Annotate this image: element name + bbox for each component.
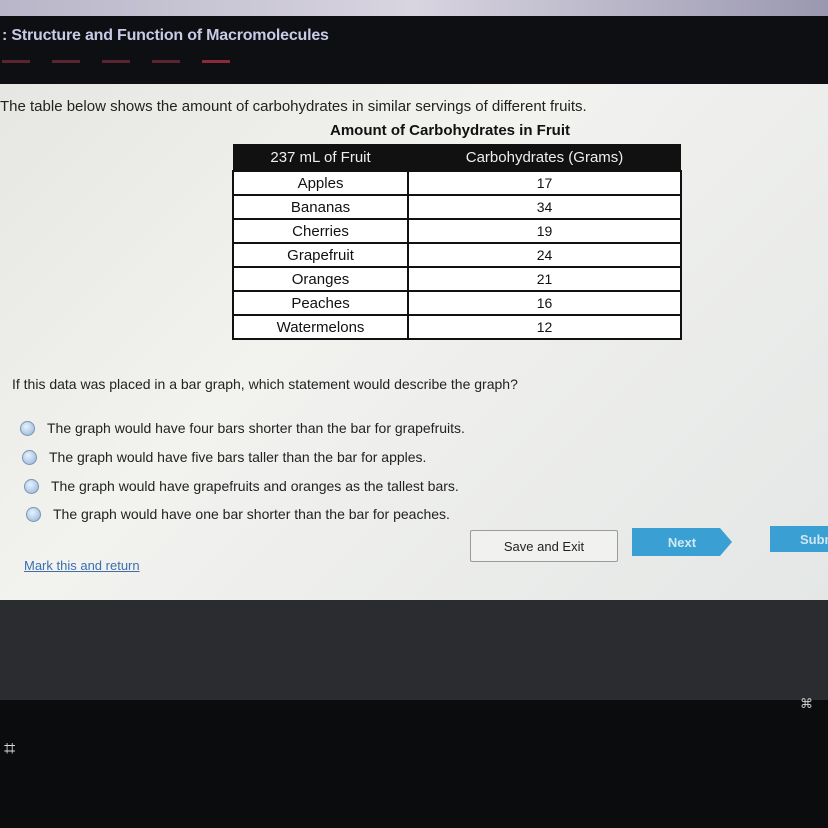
fruit-cell: Cherries	[231, 218, 410, 244]
fruit-cell: Oranges	[231, 266, 410, 292]
table-title: Amount of Carbohydrates in Fruit	[330, 122, 570, 139]
taskbar: ⌗	[0, 700, 828, 828]
option-label: The graph would have grapefruits and ora…	[51, 478, 459, 494]
answer-option-3[interactable]: The graph would have grapefruits and ora…	[24, 478, 459, 494]
carbohydrate-cell: 24	[407, 242, 682, 268]
option-label: The graph would have four bars shorter t…	[47, 420, 465, 436]
table-row: Watermelons 12	[231, 314, 682, 340]
question-panel: The table below shows the amount of carb…	[0, 84, 828, 600]
radio-button[interactable]	[24, 478, 39, 494]
save-and-exit-button[interactable]: Save and Exit	[470, 530, 618, 562]
radio-button[interactable]	[22, 449, 37, 465]
lesson-header: : Structure and Function of Macromolecul…	[0, 16, 828, 84]
taskbar-app-icon[interactable]: ⌗	[4, 738, 16, 760]
next-button[interactable]: Next	[632, 528, 732, 556]
lesson-title: : Structure and Function of Macromolecul…	[2, 27, 329, 44]
table-row: Apples 17	[231, 170, 682, 196]
fruit-cell: Apples	[231, 170, 410, 196]
screen-top-strip	[0, 0, 828, 16]
progress-dashes	[2, 60, 230, 63]
submit-button[interactable]: Subm	[770, 526, 828, 552]
question-prompt: If this data was placed in a bar graph, …	[12, 376, 518, 392]
carbohydrate-cell: 16	[407, 290, 682, 316]
carbohydrate-cell: 19	[407, 218, 682, 244]
table-row: Cherries 19	[231, 218, 682, 244]
fruit-cell: Bananas	[231, 194, 410, 220]
table-row: Oranges 21	[231, 266, 682, 292]
question-intro: The table below shows the amount of carb…	[0, 98, 587, 115]
table-row: Grapefruit 24	[231, 242, 682, 268]
carbohydrate-cell: 34	[407, 194, 682, 220]
table-row: Peaches 16	[231, 290, 682, 316]
column-header: 237 mL of Fruit	[233, 144, 409, 171]
carbohydrate-cell: 21	[407, 266, 682, 292]
table-row: Bananas 34	[231, 194, 682, 220]
answer-option-4[interactable]: The graph would have one bar shorter tha…	[26, 506, 450, 522]
mark-and-return-link[interactable]: Mark this and return	[24, 558, 140, 573]
answer-option-1[interactable]: The graph would have four bars shorter t…	[20, 420, 465, 436]
column-header: Carbohydrates (Grams)	[408, 144, 681, 171]
option-label: The graph would have one bar shorter tha…	[53, 506, 450, 522]
fruit-cell: Grapefruit	[231, 242, 410, 268]
radio-button[interactable]	[26, 506, 41, 522]
fruit-cell: Watermelons	[231, 314, 410, 340]
radio-button[interactable]	[20, 420, 35, 436]
fruit-cell: Peaches	[231, 290, 410, 316]
screen-background	[0, 600, 828, 700]
carbohydrate-cell: 12	[407, 314, 682, 340]
carbohydrate-table: 237 mL of Fruit Carbohydrates (Grams) Ap…	[231, 144, 682, 340]
user-tray-icon[interactable]: ⌘	[800, 696, 813, 711]
option-label: The graph would have five bars taller th…	[49, 449, 427, 465]
carbohydrate-cell: 17	[407, 170, 682, 196]
answer-option-2[interactable]: The graph would have five bars taller th…	[22, 449, 426, 465]
